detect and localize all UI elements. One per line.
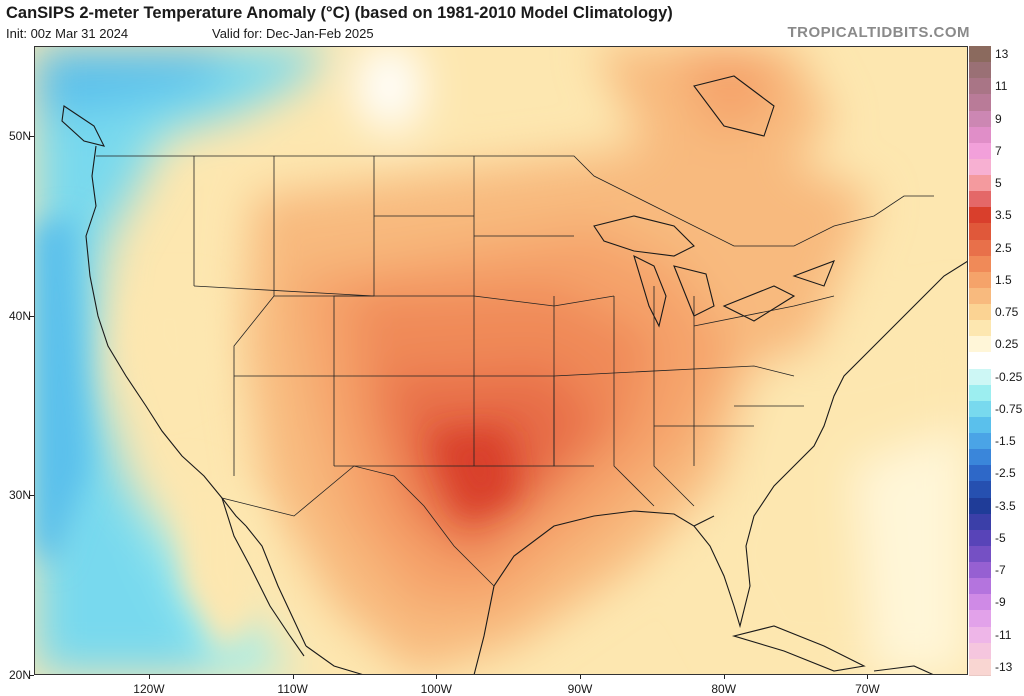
lon-tick (723, 675, 725, 679)
map-canvas (34, 46, 968, 675)
temperature-anomaly-map (34, 46, 968, 675)
colorbar-swatch (969, 207, 991, 225)
colorbar-label: 0.25 (995, 337, 1019, 352)
colorbar-swatch (969, 578, 991, 596)
map-header: CanSIPS 2-meter Temperature Anomaly (°C)… (0, 0, 1024, 46)
colorbar-swatch (969, 336, 991, 354)
colorbar-label: -11 (995, 627, 1012, 642)
lat-label-40n: 40N (8, 308, 31, 323)
colorbar-swatch (969, 642, 991, 660)
colorbar-swatch (969, 594, 991, 612)
lat-label-20n: 20N (8, 668, 31, 682)
lat-label-50n: 50N (8, 128, 31, 143)
colorbar-swatch (969, 449, 991, 467)
latitude-axis: 50N 40N 30N 20N (0, 46, 34, 682)
lon-label-90w: 90W (567, 682, 593, 696)
lat-label-30n: 30N (8, 488, 31, 503)
colorbar-label: -7 (995, 563, 1006, 578)
colorbar-swatch (969, 46, 991, 64)
colorbar-swatch (969, 175, 991, 193)
colorbar-label: 5 (995, 176, 1002, 191)
colorbar-swatch (969, 610, 991, 628)
lon-tick (580, 675, 582, 679)
colorbar-swatch (969, 142, 991, 160)
colorbar-swatch (969, 304, 991, 322)
lat-tick (30, 135, 34, 137)
colorbar-label: -5 (995, 530, 1006, 545)
colorbar-label: 0.75 (995, 305, 1019, 320)
lon-label-80w: 80W (711, 682, 737, 696)
lon-tick (292, 675, 294, 679)
lat-tick (30, 675, 34, 676)
longitude-axis: 120W 110W 100W 90W 80W 70W (34, 675, 968, 696)
colorbar-swatch (969, 62, 991, 80)
colorbar-swatch (969, 94, 991, 112)
colorbar-swatch (969, 626, 991, 644)
colorbar-label: 7 (995, 143, 1002, 158)
colorbar-swatch (969, 465, 991, 483)
colorbar-swatch (969, 433, 991, 451)
colorbar-swatch (969, 368, 991, 386)
colorbar-swatch (969, 320, 991, 338)
colorbar-swatch (969, 513, 991, 531)
colorbar-swatch (969, 78, 991, 96)
colorbar-swatch (969, 529, 991, 547)
lon-tick (148, 675, 150, 679)
colorbar-label: 9 (995, 111, 1002, 126)
colorbar-label: -1.5 (995, 434, 1016, 449)
lon-tick (436, 675, 438, 679)
colorbar-label: 3.5 (995, 208, 1012, 223)
colorbar-swatch (969, 255, 991, 273)
lon-tick (867, 675, 869, 679)
colorbar-swatch (969, 400, 991, 418)
political-borders (96, 155, 934, 587)
colorbar-swatch (969, 658, 991, 676)
lat-tick (30, 315, 34, 317)
colorbar-swatch (969, 239, 991, 257)
colorbar-swatch (969, 545, 991, 564)
colorbar-label: 13 (995, 47, 1009, 62)
init-time: Init: 00z Mar 31 2024 (6, 26, 129, 41)
colorbar-swatch (969, 481, 991, 499)
colorbar-label: 11 (995, 79, 1008, 94)
colorbar-swatch (969, 126, 991, 144)
colorbar-swatch (969, 562, 991, 580)
colorbar-legend: 13 11 9 7 5 3.5 2.5 1.5 0.75 0.25 -0.25 -0.75 -1.5 -2… (969, 46, 1024, 676)
colorbar-swatch (969, 384, 991, 402)
colorbar-swatch (969, 158, 991, 177)
lat-tick (30, 495, 34, 497)
map-title: CanSIPS 2-meter Temperature Anomaly (°C)… (6, 4, 673, 22)
colorbar-label: -2.5 (995, 466, 1016, 481)
colorbar-label: -13 (995, 659, 1013, 674)
colorbar-label: -0.75 (995, 401, 1023, 416)
colorbar-swatch (969, 110, 991, 128)
colorbar-swatch (969, 416, 991, 435)
valid-period: Valid for: Dec-Jan-Feb 2025 (212, 26, 374, 41)
colorbar-label: -3.5 (995, 498, 1016, 513)
lon-label-100w: 100W (420, 682, 453, 696)
colorbar-label: -9 (995, 595, 1006, 610)
lon-label-70w: 70W (855, 682, 880, 696)
colorbar-swatch (969, 497, 991, 515)
colorbar-swatch (969, 191, 991, 209)
colorbar-swatch (969, 271, 991, 289)
colorbar-label: -0.25 (995, 369, 1023, 384)
colorbar-swatch (969, 352, 991, 370)
colorbar-swatch (969, 287, 991, 306)
site-brand[interactable]: TROPICALTIDBITS.COM (787, 24, 970, 41)
colorbar-label: 2.5 (995, 240, 1012, 255)
lon-label-120w: 120W (133, 682, 165, 696)
anomaly-detail (34, 216, 514, 656)
lon-label-110w: 110W (277, 682, 308, 696)
colorbar-label: 1.5 (995, 272, 1012, 287)
colorbar-swatch (969, 223, 991, 241)
